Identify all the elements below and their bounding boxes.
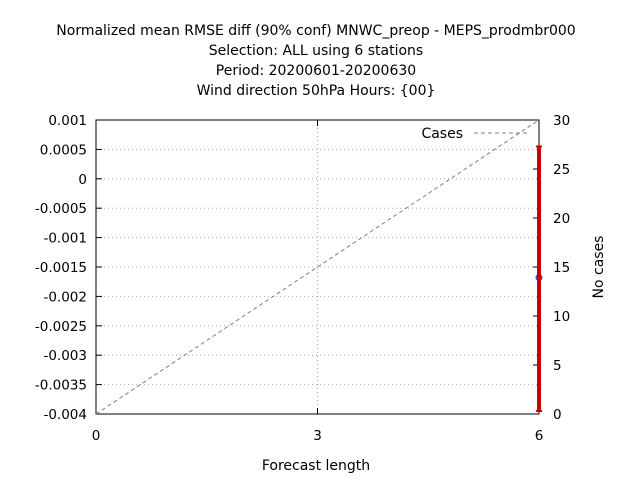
y2-tick-label: 0: [553, 407, 562, 423]
legend: Cases: [421, 126, 530, 142]
y-tick-label: -0.001: [43, 231, 87, 247]
y-tick-label: -0.0035: [35, 378, 87, 394]
y-tick-label: -0.002: [43, 289, 87, 305]
y-tick-label: -0.0005: [35, 201, 87, 217]
x-tick-label: 6: [535, 428, 544, 444]
y2-tick-label: 10: [553, 309, 570, 325]
y2-tick-label: 5: [553, 358, 562, 374]
y2-tick-label: 30: [553, 113, 570, 129]
y-tick-label: 0.001: [48, 113, 87, 129]
x-axis-ticks: 0 3 6: [92, 120, 544, 444]
y2-axis-ticks: 30 25 20 15 10 5 0: [533, 113, 570, 423]
y-tick-label: 0.0005: [40, 142, 87, 158]
x-axis-label: Forecast length: [262, 458, 370, 474]
y2-tick-label: 15: [553, 260, 570, 276]
y-tick-label: -0.0025: [35, 319, 87, 335]
grid: [96, 120, 539, 414]
y2-axis-label: No cases: [591, 236, 607, 299]
y2-tick-label: 20: [553, 211, 570, 227]
y2-tick-label: 25: [553, 162, 570, 178]
y-axis-ticks: 0.001 0.0005 0 -0.0005 -0.001 -0.0015 -0.002 -0…: [35, 113, 102, 423]
x-tick-label: 3: [313, 428, 322, 444]
y-tick-label: 0: [78, 172, 87, 188]
chart-title-line-3: Period: 20200601-20200630: [216, 63, 416, 79]
x-tick-label: 0: [92, 428, 101, 444]
chart-title-line-1: Normalized mean RMSE diff (90% conf) MNW…: [56, 23, 575, 39]
y-tick-label: -0.0015: [35, 260, 87, 276]
series-marks: [95, 119, 543, 415]
y-tick-label: -0.003: [43, 348, 87, 364]
legend-label-cases: Cases: [421, 126, 463, 142]
chart-title-line-2: Selection: ALL using 6 stations: [209, 43, 423, 59]
chart-title-line-4: Wind direction 50hPa Hours: {00}: [197, 83, 436, 99]
y-tick-label: -0.004: [43, 407, 87, 423]
series-line-cases: [95, 119, 540, 415]
